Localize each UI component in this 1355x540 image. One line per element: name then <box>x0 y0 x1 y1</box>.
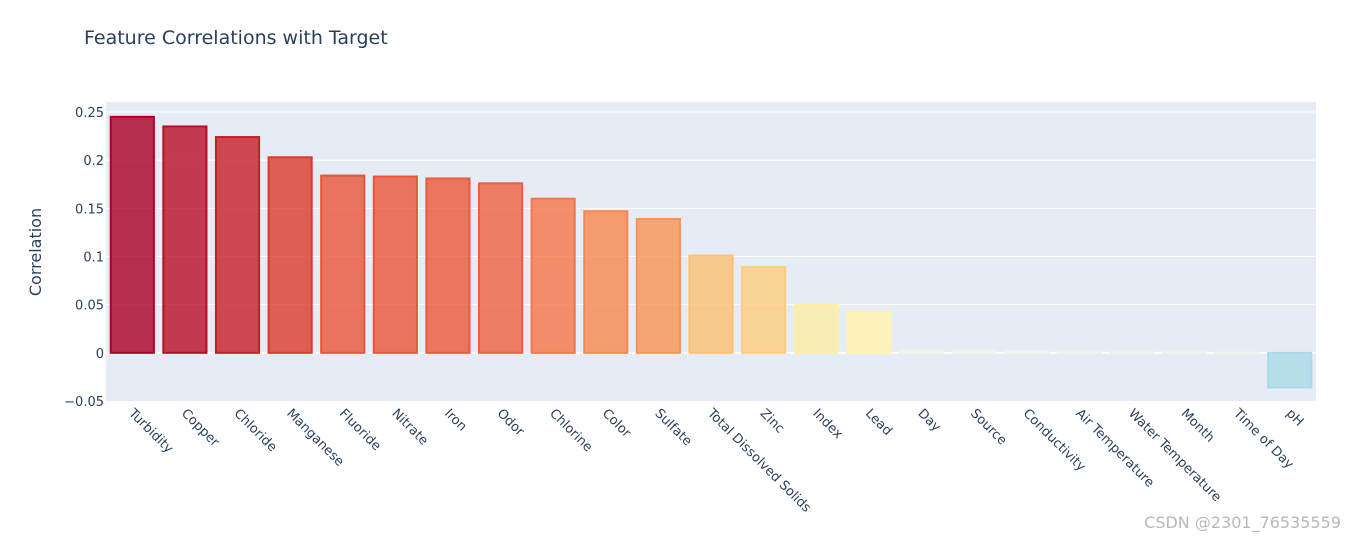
x-tick-label: Water Temperature <box>1125 406 1224 505</box>
bar-color[interactable] <box>583 210 629 354</box>
x-tick-label: Turbidity <box>125 406 176 457</box>
x-tick-label: Source <box>967 406 1009 448</box>
x-tick-label: Lead <box>862 406 895 439</box>
bar-day[interactable] <box>898 349 945 354</box>
bar-chloride[interactable] <box>214 136 261 354</box>
bar-chlorine[interactable] <box>530 197 576 354</box>
x-tick-label: Zinc <box>757 406 787 436</box>
x-tick-label: Fluoride <box>336 406 384 454</box>
bar-water-temperature[interactable] <box>1109 350 1155 354</box>
chart-title: Feature Correlations with Target <box>84 27 388 49</box>
bar-odor[interactable] <box>477 182 524 354</box>
x-tick-label: Month <box>1178 406 1217 445</box>
y-tick-label: 0 <box>96 347 104 362</box>
y-axis-title: Correlation <box>26 208 45 296</box>
watermark: CSDN @2301_76535559 <box>1144 513 1341 532</box>
x-tick-label: Odor <box>494 406 528 440</box>
bar-time-of-day[interactable] <box>1214 351 1260 355</box>
x-tick-label: Total Dissolved Solids <box>703 406 813 516</box>
y-tick-label: −0.05 <box>64 395 104 410</box>
x-tick-label: Sulfate <box>652 406 695 449</box>
bar-lead[interactable] <box>846 310 892 354</box>
x-tick-label: Copper <box>178 406 222 450</box>
y-tick-label: 0.15 <box>75 202 104 217</box>
bar-copper[interactable] <box>162 125 208 354</box>
x-tick-label: Day <box>915 406 944 435</box>
bar-nitrate[interactable] <box>372 175 418 354</box>
x-tick-label: Chloride <box>231 406 280 455</box>
bar-total-dissolved-solids[interactable] <box>688 254 734 354</box>
y-tick-label: 0.25 <box>75 106 104 121</box>
x-tick-label: pH <box>1283 406 1306 429</box>
bar-turbidity[interactable] <box>109 115 155 354</box>
bar-index[interactable] <box>793 303 839 354</box>
bar-iron[interactable] <box>425 177 471 354</box>
bar-ph[interactable] <box>1267 351 1313 389</box>
bar-conductivity[interactable] <box>1004 350 1050 354</box>
bars <box>109 115 1313 389</box>
y-tick-labels: −0.05 0 0.05 0.1 0.15 0.2 0.25 <box>64 106 104 410</box>
x-tick-label: Chlorine <box>546 406 595 455</box>
y-tick-label: 0.1 <box>83 251 104 266</box>
bar-source[interactable] <box>951 349 997 354</box>
x-tick-label: Index <box>809 406 845 442</box>
bar-fluoride[interactable] <box>320 174 366 354</box>
x-tick-label: Color <box>599 406 634 441</box>
x-tick-label: Iron <box>441 406 469 434</box>
x-tick-labels: Turbidity Copper Chloride ManganeseFluoride… <box>125 406 1306 516</box>
y-tick-label: 0.05 <box>75 299 104 314</box>
bar-month[interactable] <box>1161 350 1208 354</box>
x-tick-label: Nitrate <box>389 406 431 448</box>
bar-zinc[interactable] <box>741 266 787 354</box>
bar-manganese[interactable] <box>267 156 313 354</box>
bar-air-temperature[interactable] <box>1056 350 1102 354</box>
bar-sulfate[interactable] <box>635 217 681 354</box>
y-tick-label: 0.2 <box>83 154 104 169</box>
